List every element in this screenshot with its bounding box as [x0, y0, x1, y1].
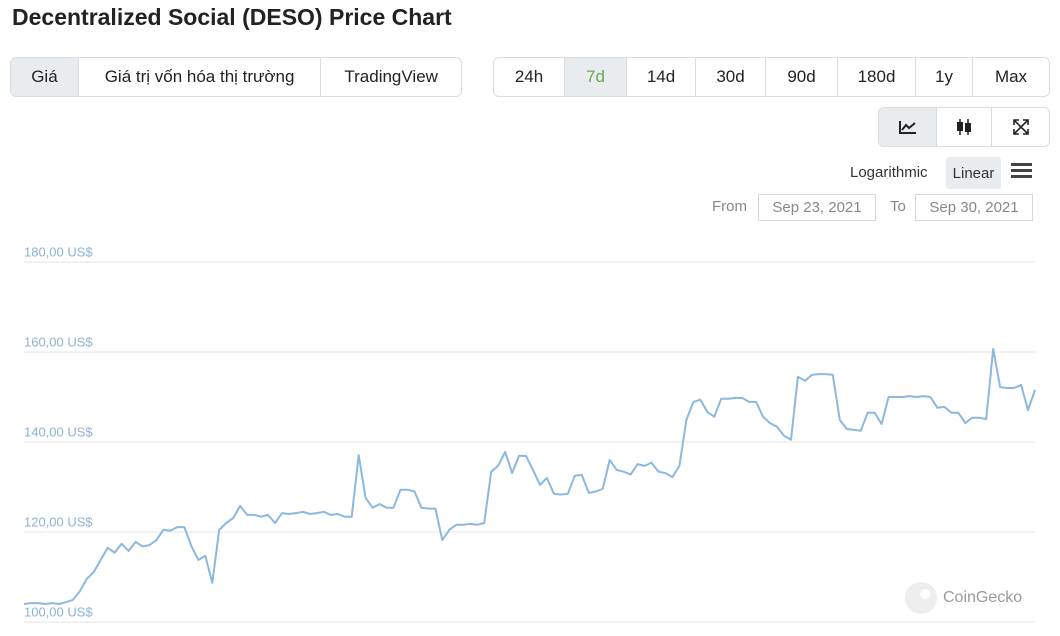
tab[interactable]: Giá trị vốn hóa thị trường: [79, 58, 322, 96]
log-option[interactable]: Logarithmic: [850, 164, 928, 181]
price-chart: CoinGecko 100,00 US$ 120,00 US$ 140,00 US$…: [23, 244, 1036, 623]
line-icon: [898, 121, 916, 134]
fullscreen-button[interactable]: [992, 108, 1049, 146]
watermark-eye: [920, 589, 930, 599]
range-button[interactable]: 1y: [916, 58, 973, 96]
range-button[interactable]: 30d: [696, 58, 766, 96]
tab[interactable]: Giá: [11, 58, 79, 96]
page-title: Decentralized Social (DESO) Price Chart: [12, 4, 452, 30]
price-line: [23, 347, 1036, 605]
candle-icon: [957, 119, 971, 135]
tab[interactable]: TradingView: [344, 67, 438, 86]
range-button[interactable]: 24h: [494, 58, 565, 96]
range-button[interactable]: 90d: [766, 58, 838, 96]
y-tick-label: 100,00 US$: [24, 604, 93, 619]
tab-group: Giá Giá trị vốn hóa thị trường TradingVi…: [10, 57, 462, 97]
candle-view-button[interactable]: [937, 108, 992, 146]
range-button[interactable]: 14d: [627, 58, 696, 96]
line-view-button[interactable]: [879, 108, 937, 146]
view-group: [878, 107, 1050, 147]
y-tick-label: 140,00 US$: [24, 424, 93, 439]
range-button[interactable]: Max: [994, 67, 1028, 86]
watermark: CoinGecko: [943, 589, 1022, 606]
range-group: 24h 7d 14d 30d 90d 180d 1y Max: [493, 57, 1050, 97]
watermark-logo: [905, 582, 937, 614]
to-input[interactable]: Sep 30, 2021: [915, 194, 1033, 221]
to-label: To: [890, 198, 906, 215]
menu-icon[interactable]: [1011, 162, 1032, 180]
y-tick-label: 120,00 US$: [24, 514, 93, 529]
y-tick-label: 180,00 US$: [24, 244, 93, 259]
linear-option[interactable]: Linear: [946, 157, 1001, 189]
expand-icon: [1012, 119, 1029, 135]
from-input[interactable]: Sep 23, 2021: [758, 194, 876, 221]
range-button[interactable]: 7d: [565, 58, 627, 96]
y-tick-label: 160,00 US$: [24, 334, 93, 349]
range-button[interactable]: 180d: [838, 58, 916, 96]
from-label: From: [712, 198, 747, 215]
